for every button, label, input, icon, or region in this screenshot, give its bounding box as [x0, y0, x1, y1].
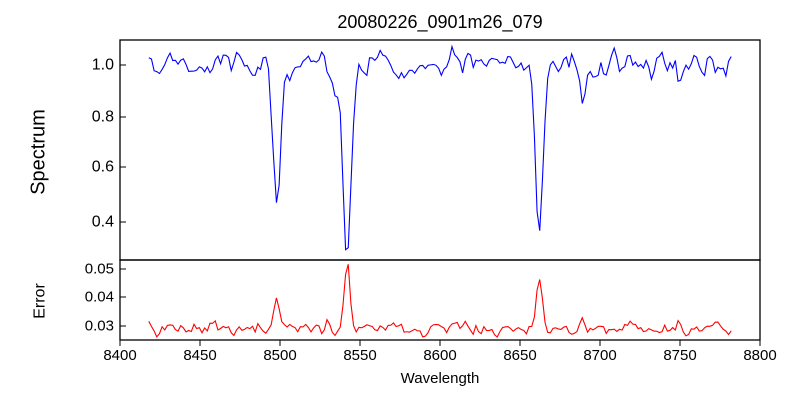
svg-text:0.05: 0.05: [85, 261, 114, 278]
svg-text:Wavelength: Wavelength: [401, 370, 480, 387]
svg-text:8700: 8700: [583, 347, 616, 364]
svg-text:8550: 8550: [343, 347, 376, 364]
svg-text:8750: 8750: [663, 347, 696, 364]
svg-text:20080226_0901m26_079: 20080226_0901m26_079: [337, 12, 542, 33]
svg-text:0.6: 0.6: [92, 159, 114, 176]
svg-text:0.04: 0.04: [85, 289, 114, 306]
svg-text:Error: Error: [32, 283, 49, 319]
svg-text:8450: 8450: [183, 347, 216, 364]
svg-text:8600: 8600: [423, 347, 456, 364]
svg-text:Spectrum: Spectrum: [28, 109, 50, 195]
svg-text:8800: 8800: [743, 347, 776, 364]
svg-text:0.4: 0.4: [92, 214, 114, 231]
svg-text:0.8: 0.8: [92, 109, 114, 126]
svg-text:8500: 8500: [263, 347, 296, 364]
svg-text:1.0: 1.0: [92, 57, 114, 74]
svg-text:8650: 8650: [503, 347, 536, 364]
svg-text:0.03: 0.03: [85, 318, 114, 335]
svg-text:8400: 8400: [103, 347, 136, 364]
